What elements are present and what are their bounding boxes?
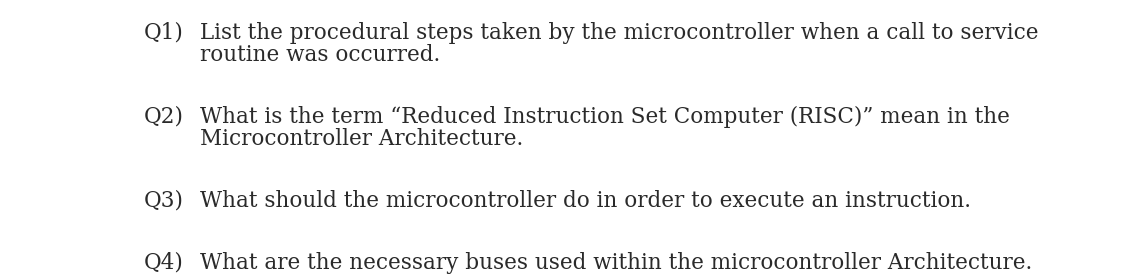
Text: Microcontroller Architecture.: Microcontroller Architecture. bbox=[200, 128, 524, 150]
Text: Q2): Q2) bbox=[144, 106, 184, 128]
Text: Q4): Q4) bbox=[144, 252, 183, 274]
Text: What is the term “Reduced Instruction Set Computer (RISC)” mean in the: What is the term “Reduced Instruction Se… bbox=[200, 106, 1010, 128]
Text: What are the necessary buses used within the microcontroller Architecture.: What are the necessary buses used within… bbox=[200, 252, 1032, 274]
Text: Q3): Q3) bbox=[144, 190, 184, 212]
Text: routine was occurred.: routine was occurred. bbox=[200, 44, 441, 66]
Text: Q1): Q1) bbox=[144, 22, 183, 44]
Text: What should the microcontroller do in order to execute an instruction.: What should the microcontroller do in or… bbox=[200, 190, 971, 212]
Text: List the procedural steps taken by the microcontroller when a call to service: List the procedural steps taken by the m… bbox=[200, 22, 1039, 44]
